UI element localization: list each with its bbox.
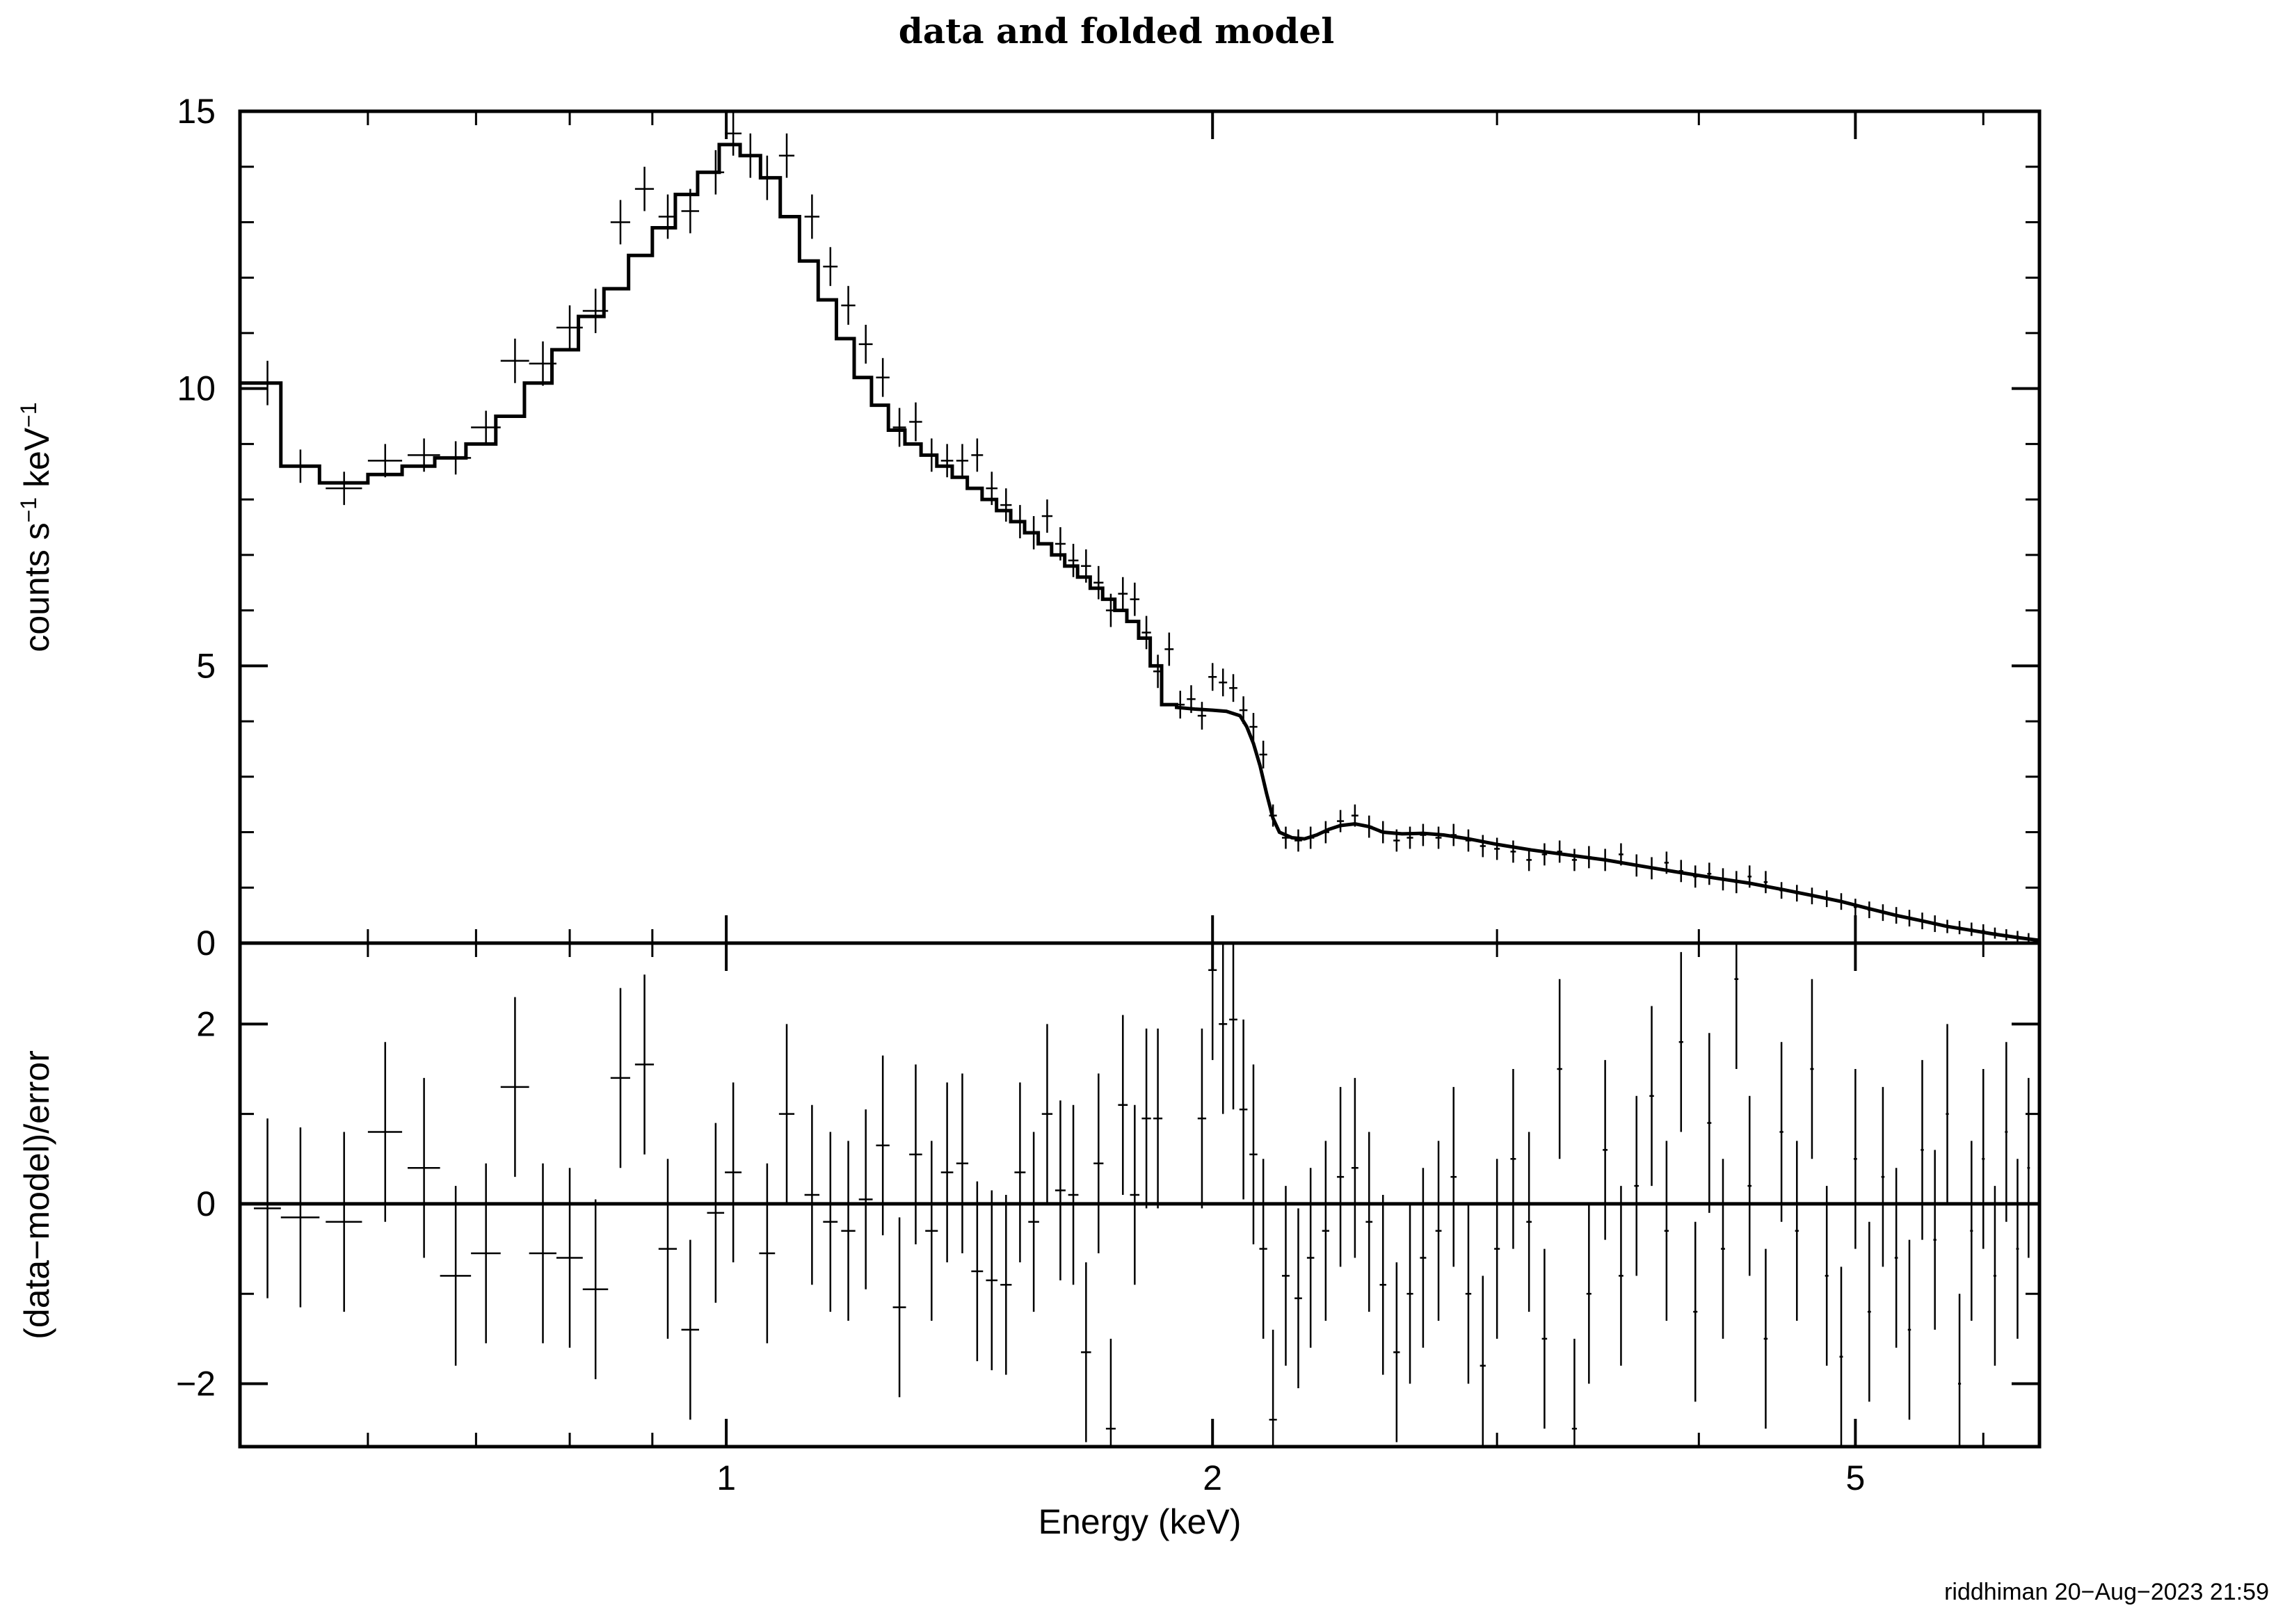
bottom-y-tick-labels: −2 0 2: [176, 1004, 216, 1403]
bottom-y-tick-label: 0: [196, 1184, 216, 1223]
top-y-tick-label: 0: [196, 924, 216, 963]
x-axis-label: Energy (keV): [1039, 1502, 1242, 1541]
top-y-tick-label: 10: [177, 369, 216, 408]
top-y-tick-labels: 0 5 10 15: [177, 92, 216, 963]
bottom-plot-frame: [238, 941, 2042, 1449]
residual-data-points: [253, 943, 2030, 1447]
footer-timestamp: riddhiman 20−Aug−2023 21:59: [1944, 1579, 2269, 1605]
top-y-label-part2: keV: [17, 427, 56, 497]
bottom-y-tick-label: 2: [196, 1004, 216, 1043]
bottom-axis-ticks: [240, 943, 2039, 1447]
bottom-x-tick-label: 2: [1203, 1458, 1222, 1497]
bottom-x-tick-label: 1: [716, 1458, 736, 1497]
bottom-y-tick-label: −2: [176, 1365, 216, 1404]
top-y-tick-label: 15: [177, 92, 216, 131]
chart-title: data and folded model: [899, 10, 1334, 51]
top-y-tick-label: 5: [196, 646, 216, 685]
folded-model-line: [240, 143, 2040, 942]
folded-model-path: [240, 143, 2040, 942]
top-y-label-sup1: −1: [16, 497, 41, 522]
top-y-label-sup2: −1: [16, 402, 41, 427]
bottom-y-axis-label: (data−model)/error: [17, 1050, 56, 1339]
top-y-axis-label: counts s−1 keV−1: [16, 402, 56, 652]
bottom-panel: −2 0 2 1 2 5 Energy (keV) (data−model)/error: [17, 941, 2042, 1541]
bottom-x-tick-labels: 1 2 5: [716, 1458, 1865, 1497]
bottom-x-tick-label: 5: [1845, 1458, 1865, 1497]
top-y-label-part1: counts s: [17, 522, 56, 652]
